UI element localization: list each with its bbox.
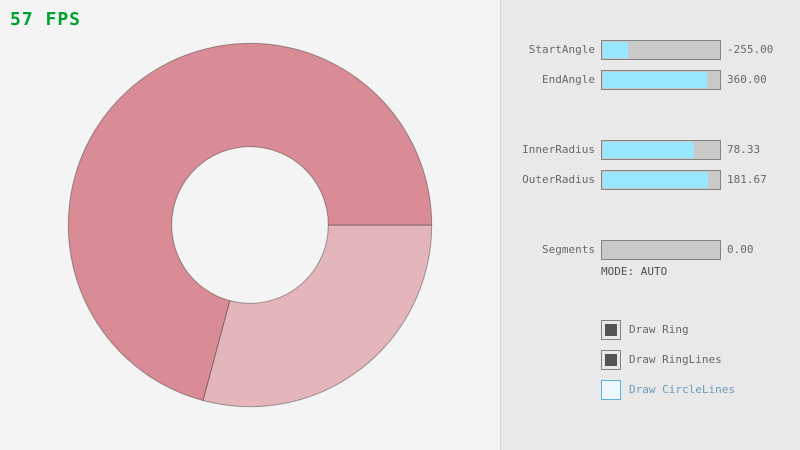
startangle-value: -255.00 xyxy=(727,43,774,56)
draw-ringlines-checkbox-box[interactable] xyxy=(601,350,621,370)
ring-segment xyxy=(202,224,433,408)
fps-counter: 57 FPS xyxy=(10,9,82,30)
outerradius-slider-fill xyxy=(603,172,709,188)
control-panel: StartAngle -255.00 EndAngle 360.00 Inner… xyxy=(500,0,800,450)
outerradius-value: 181.67 xyxy=(727,173,767,186)
slider-row-startangle: StartAngle -255.00 xyxy=(501,40,800,60)
endangle-value: 360.00 xyxy=(727,73,767,86)
draw-ring-checkbox-box[interactable] xyxy=(601,320,621,340)
draw-circlelines-checkbox-label: Draw CircleLines xyxy=(629,383,735,396)
segments-slider[interactable] xyxy=(601,240,721,260)
draw-circlelines-checkbox-box[interactable] xyxy=(601,380,621,400)
endangle-slider-fill xyxy=(603,72,708,88)
slider-row-innerradius: InnerRadius 78.33 xyxy=(501,140,800,160)
mode-label: MODE: AUTO xyxy=(601,265,668,278)
innerradius-value: 78.33 xyxy=(727,143,761,156)
innerradius-slider-fill xyxy=(603,142,694,158)
segments-label: Segments xyxy=(542,243,595,256)
segments-value: 0.00 xyxy=(727,243,754,256)
startangle-slider[interactable] xyxy=(601,40,721,60)
endangle-slider[interactable] xyxy=(601,70,721,90)
draw-ringlines-checkbox-label: Draw RingLines xyxy=(629,353,722,366)
slider-row-outerradius: OuterRadius 181.67 xyxy=(501,170,800,190)
innerradius-slider[interactable] xyxy=(601,140,721,160)
startangle-label: StartAngle xyxy=(528,43,595,56)
outerradius-slider[interactable] xyxy=(601,170,721,190)
innerradius-label: InnerRadius xyxy=(522,143,595,156)
slider-row-endangle: EndAngle 360.00 xyxy=(501,70,800,90)
outerradius-label: OuterRadius xyxy=(522,173,595,186)
slider-row-segments: Segments 0.00 xyxy=(501,240,800,260)
draw-ring-checkbox-label: Draw Ring xyxy=(629,323,689,336)
ring-segment xyxy=(67,42,433,402)
startangle-slider-fill xyxy=(603,42,629,58)
endangle-label: EndAngle xyxy=(542,73,595,86)
